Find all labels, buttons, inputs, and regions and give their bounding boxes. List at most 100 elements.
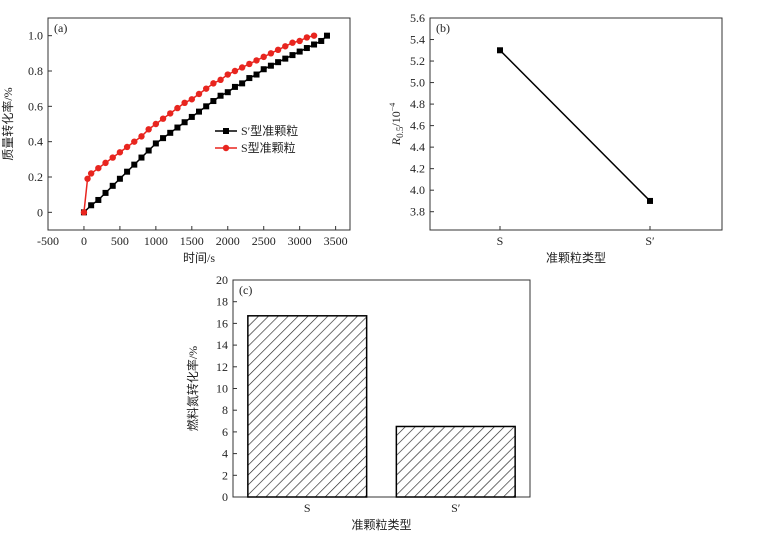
data-point xyxy=(260,66,267,73)
data-point xyxy=(260,53,267,61)
panel-label: (b) xyxy=(436,21,450,35)
data-point xyxy=(274,46,282,53)
data-point xyxy=(318,37,325,44)
data-point xyxy=(217,92,224,99)
data-point xyxy=(238,64,246,71)
y-tick-label: 5.6 xyxy=(410,11,425,25)
data-point xyxy=(181,99,188,107)
x-tick-label: S xyxy=(497,234,504,248)
y-tick-label: 5.0 xyxy=(410,76,425,90)
plot-frame xyxy=(429,17,723,231)
panel-label: (c) xyxy=(239,283,252,297)
bar xyxy=(247,315,368,498)
y-axis-label-part: −4 xyxy=(388,103,397,112)
data-point xyxy=(138,133,145,140)
y-tick-label: 3.8 xyxy=(410,205,425,219)
y-tick-label: 4.6 xyxy=(410,119,425,133)
y-tick-label: 6 xyxy=(222,425,228,439)
data-point xyxy=(102,189,109,196)
x-axis-label: 时间/s xyxy=(183,251,215,265)
data-point xyxy=(109,182,116,189)
data-point xyxy=(145,126,152,133)
y-tick-label: 20 xyxy=(216,273,228,287)
data-point xyxy=(267,50,275,57)
y-tick-label: 4.4 xyxy=(410,140,425,154)
legend-marker xyxy=(223,128,229,134)
y-axis-label-part: /10 xyxy=(389,111,403,126)
x-tick-label: 500 xyxy=(111,234,129,248)
data-point xyxy=(217,76,224,84)
data-point xyxy=(497,47,503,54)
data-point xyxy=(102,159,109,167)
data-point xyxy=(95,164,102,172)
data-point xyxy=(131,161,138,168)
series-line xyxy=(499,49,651,202)
y-tick-label: 4 xyxy=(222,447,228,461)
data-point xyxy=(116,175,123,182)
data-point xyxy=(224,71,231,78)
y-tick-label: 16 xyxy=(216,316,228,330)
y-tick-label: 0.8 xyxy=(28,64,43,78)
data-point xyxy=(253,71,260,78)
y-axis-label-part: 0.5 xyxy=(395,126,405,138)
y-tick-label: 4.0 xyxy=(410,183,425,197)
x-tick-label: 0 xyxy=(81,234,87,248)
y-axis-label-part: R xyxy=(389,137,403,146)
y-axis-label: 质量转化率/% xyxy=(0,87,15,160)
data-point xyxy=(167,129,174,136)
data-point xyxy=(267,62,274,69)
data-point xyxy=(210,98,217,105)
data-point xyxy=(84,175,91,182)
data-point xyxy=(80,209,88,216)
data-point xyxy=(282,55,289,62)
y-tick-label: 10 xyxy=(216,382,228,396)
data-point xyxy=(203,103,210,110)
x-tick-label: 2500 xyxy=(252,234,276,248)
x-axis-label: 准颗粒类型 xyxy=(546,250,606,265)
data-point xyxy=(202,85,210,92)
y-tick-label: 2 xyxy=(222,468,228,482)
data-point xyxy=(188,113,195,120)
data-point xyxy=(296,48,303,55)
y-tick-label: 18 xyxy=(216,295,228,309)
x-tick-label: S′ xyxy=(451,501,461,515)
y-tick-label: 0.6 xyxy=(28,99,43,113)
data-point xyxy=(282,43,289,50)
y-axis-label: R0.5/10−4 xyxy=(388,103,405,146)
data-point xyxy=(196,108,202,115)
data-point xyxy=(109,154,116,161)
legend-label: S′型准颗粒 xyxy=(241,123,298,138)
data-point xyxy=(224,89,231,96)
x-tick-label: 2000 xyxy=(216,234,240,248)
data-point xyxy=(246,75,253,82)
data-point xyxy=(239,80,246,87)
x-tick-label: 3000 xyxy=(288,234,312,248)
x-tick-label: -500 xyxy=(37,234,59,248)
y-tick-label: 0.4 xyxy=(28,135,43,149)
legend-label: S型准颗粒 xyxy=(241,140,296,155)
data-point xyxy=(231,67,239,75)
y-tick-label: 1.0 xyxy=(28,29,43,43)
data-point xyxy=(647,197,653,204)
y-tick-label: 12 xyxy=(216,360,228,374)
data-point xyxy=(174,124,181,131)
x-tick-label: 1000 xyxy=(144,234,168,248)
y-tick-label: 0 xyxy=(222,490,228,504)
x-axis-label: 准颗粒类型 xyxy=(351,517,411,532)
data-point xyxy=(152,120,160,128)
bar xyxy=(395,425,516,498)
y-tick-label: 14 xyxy=(216,338,228,352)
x-tick-label: S xyxy=(304,501,311,515)
data-point xyxy=(95,196,102,203)
data-point xyxy=(246,60,253,68)
data-point xyxy=(167,110,174,117)
data-point xyxy=(188,96,196,103)
data-point xyxy=(152,140,159,147)
y-tick-label: 5.2 xyxy=(410,54,425,68)
y-tick-label: 0 xyxy=(37,205,43,219)
y-tick-label: 5.4 xyxy=(410,33,425,47)
data-point xyxy=(231,83,238,90)
legend-marker xyxy=(222,144,230,152)
panel-label: (a) xyxy=(54,21,67,35)
